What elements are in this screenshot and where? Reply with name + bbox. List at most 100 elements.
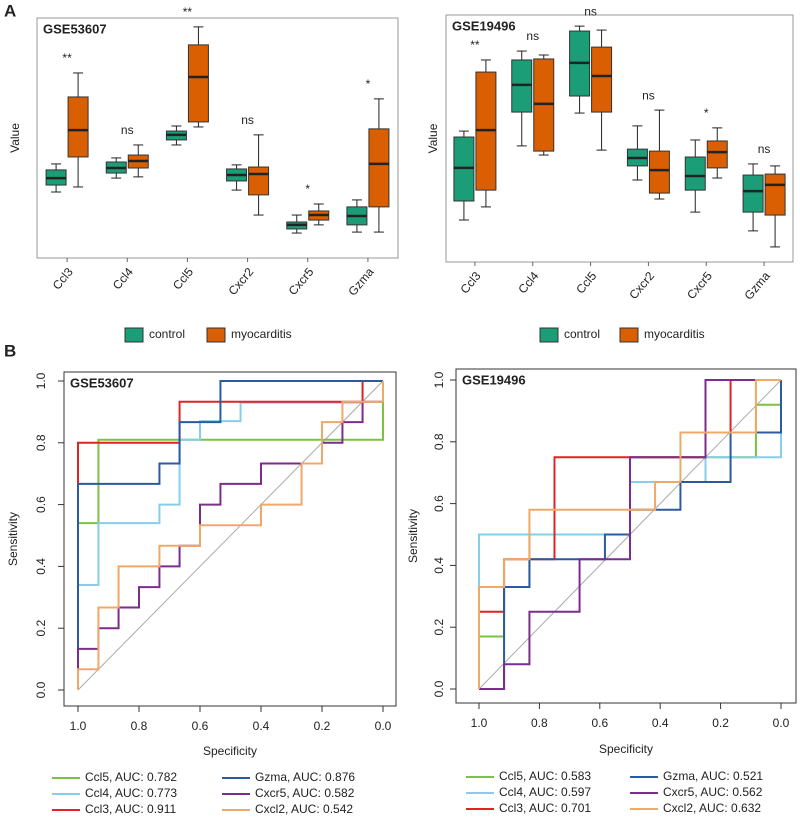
significance: ns [642, 88, 655, 102]
x-tick-label: Gzma [742, 269, 774, 303]
x-tick-label: Ccl4 [515, 269, 541, 297]
y-axis-label: Value [8, 123, 22, 153]
significance: * [704, 106, 709, 120]
x-tick-label: Cxcr2 [626, 269, 657, 302]
y-axis-label: Sensitivity [406, 509, 420, 563]
y-tick-label: 0.6 [432, 495, 446, 512]
x-tick-label: 1.0 [471, 716, 488, 730]
legend-label: control [149, 327, 185, 341]
plot-frame [36, 17, 399, 259]
significance: ns [241, 113, 254, 127]
x-tick-label: 0.8 [531, 716, 548, 730]
significance: ns [526, 29, 539, 43]
legend-label: control [564, 327, 600, 341]
x-tick-label: Ccl5 [573, 269, 599, 297]
legend-label: Cxcl2, AUC: 0.632 [663, 801, 761, 815]
legend-label: myocarditis [231, 327, 292, 341]
y-tick-label: 0.4 [34, 558, 48, 575]
box [648, 150, 670, 194]
x-tick-label: 0.4 [652, 716, 669, 730]
box [248, 166, 270, 196]
legend-label: Ccl5, AUC: 0.583 [499, 769, 591, 783]
legend-label: Ccl5, AUC: 0.782 [85, 770, 177, 784]
legend-swatch [619, 327, 639, 343]
x-tick-label: Cxcr2 [225, 265, 256, 298]
legend-label: Ccl4, AUC: 0.597 [499, 785, 591, 799]
roc-curve [478, 379, 781, 689]
x-tick-label: Ccl5 [170, 265, 196, 293]
x-tick-label: 0.2 [712, 716, 729, 730]
panel-label: B [4, 341, 16, 360]
legend-label: Gzma, AUC: 0.521 [663, 769, 763, 783]
chart-title: GSE19496 [452, 18, 516, 33]
chart-title: GSE53607 [70, 375, 134, 390]
x-tick-label: Cxcr5 [684, 269, 715, 302]
legend-label: myocarditis [644, 327, 705, 341]
chart-title: GSE53607 [43, 21, 107, 36]
chart-title: GSE19496 [462, 372, 526, 387]
box [764, 173, 786, 216]
significance: ns [758, 142, 771, 156]
y-axis-label: Sensitivity [6, 512, 20, 566]
x-tick-label: Ccl3 [457, 269, 483, 297]
legend-label: Cxcr5, AUC: 0.582 [255, 786, 355, 800]
significance: ns [121, 123, 134, 137]
box [591, 46, 613, 113]
legend-swatch [124, 327, 144, 343]
x-tick-label: Ccl3 [50, 265, 76, 293]
y-tick-label: 0.8 [432, 433, 446, 450]
y-tick-label: 0.0 [34, 681, 48, 698]
roc-curve [478, 379, 781, 689]
x-tick-label: Ccl4 [110, 265, 136, 293]
legend-label: Cxcl2, AUC: 0.542 [255, 802, 353, 816]
y-axis-label: Value [426, 123, 440, 153]
x-tick-label: 1.0 [70, 719, 87, 733]
box [187, 44, 209, 123]
legend-label: Ccl3, AUC: 0.701 [499, 801, 591, 815]
x-tick-label: 0.2 [314, 719, 331, 733]
significance: ** [470, 38, 480, 52]
box [742, 174, 764, 213]
legend-label: Cxcr5, AUC: 0.562 [663, 785, 763, 799]
x-tick-label: 0.0 [773, 716, 790, 730]
reference-line [77, 380, 384, 691]
x-tick-label: 0.6 [591, 716, 608, 730]
significance: * [305, 182, 310, 196]
legend-swatch [206, 327, 226, 343]
y-tick-label: 0.8 [34, 434, 48, 451]
x-tick-label: 0.6 [192, 719, 209, 733]
roc-curve [77, 380, 383, 690]
y-tick-label: 0.6 [34, 496, 48, 513]
plot-frame [63, 371, 397, 707]
box [67, 96, 89, 158]
significance: * [366, 77, 371, 91]
legend-swatch [539, 327, 559, 343]
box [368, 128, 390, 208]
y-tick-label: 1.0 [432, 371, 446, 388]
x-tick-label: 0.8 [131, 719, 148, 733]
panel-label: A [4, 1, 16, 20]
y-tick-label: 0.2 [432, 619, 446, 636]
plot-frame [455, 368, 797, 704]
roc-curve [77, 381, 384, 690]
y-tick-label: 0.0 [432, 680, 446, 697]
box [684, 156, 706, 191]
y-tick-label: 1.0 [34, 372, 48, 389]
x-tick-label: 0.0 [375, 719, 392, 733]
x-tick-label: Gzma [345, 265, 377, 299]
x-axis-label: Specificity [599, 742, 653, 756]
significance: ** [183, 5, 193, 19]
significance: ** [62, 51, 72, 65]
y-tick-label: 0.2 [34, 620, 48, 637]
x-axis-label: Specificity [203, 744, 257, 758]
y-tick-label: 0.4 [432, 557, 446, 574]
roc-curve [479, 379, 781, 690]
legend-label: Ccl3, AUC: 0.911 [85, 802, 176, 816]
box [706, 140, 728, 169]
legend-label: Gzma, AUC: 0.876 [255, 770, 355, 784]
legend-label: Ccl4, AUC: 0.773 [85, 786, 177, 800]
significance: ns [584, 4, 597, 18]
x-tick-label: 0.4 [253, 719, 270, 733]
plot-frame [445, 14, 794, 263]
